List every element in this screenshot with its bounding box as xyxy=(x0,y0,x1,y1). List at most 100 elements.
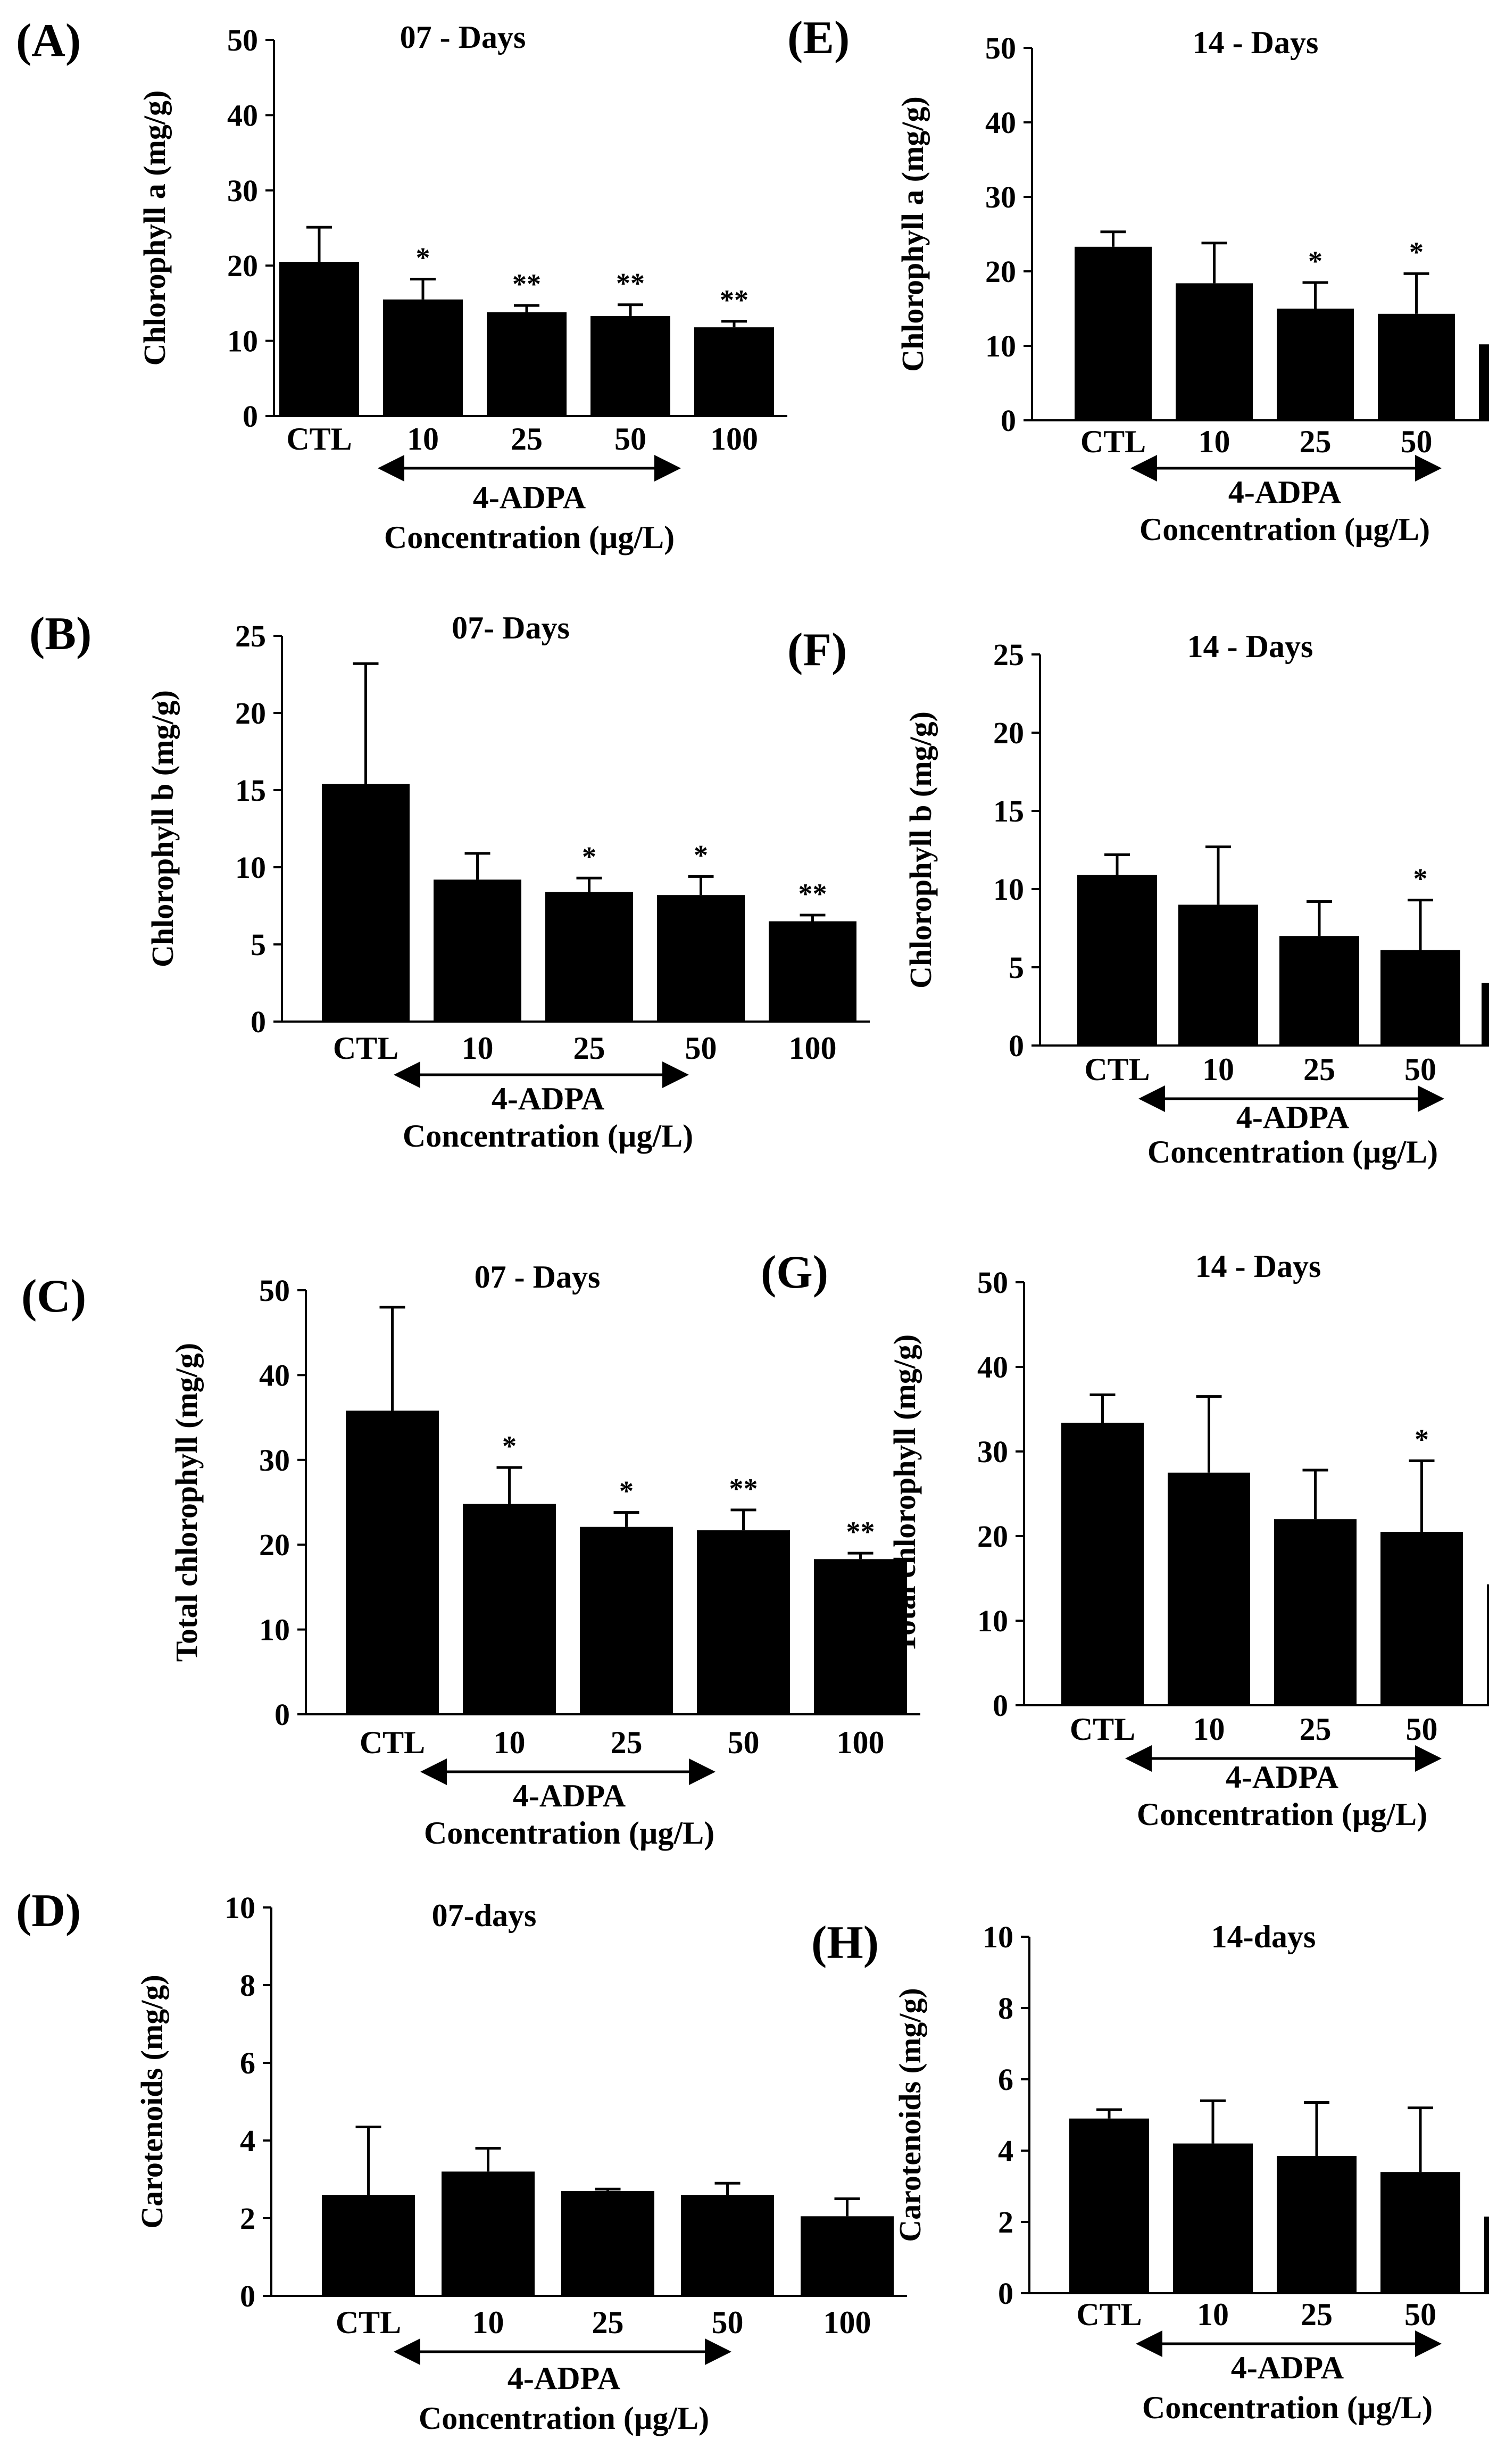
y-axis-label: Chlorophyll b (mg/g) xyxy=(903,711,938,989)
chart-panel-f: (F) 14 - Days 0 5 10 15 20 25 Chlorophyll b (mg/… xyxy=(787,624,1489,1169)
y-tick-label: 20 xyxy=(235,696,266,731)
x-tick-label: 10 xyxy=(494,1725,526,1760)
x-axis-label-compound: 4-ADPA xyxy=(1226,1760,1338,1795)
panel-label: (G) xyxy=(761,1247,828,1298)
bar-25 xyxy=(561,2191,654,2296)
y-tick-label: 40 xyxy=(977,1350,1008,1384)
y-axis-label: Total chlorophyll (mg/g) xyxy=(887,1334,922,1653)
x-axis-label-compound: 4-ADPA xyxy=(473,480,586,515)
x-tick-label: 50 xyxy=(712,2305,744,2340)
x-axis-label-compound: 4-ADPA xyxy=(513,1778,626,1813)
x-tick-label: 10 xyxy=(1199,424,1230,459)
significance-marker: ** xyxy=(616,268,645,300)
x-axis-label-concentration: Concentration (µg/L) xyxy=(1147,1134,1438,1169)
y-tick-label: 30 xyxy=(985,180,1016,214)
y-tick-label: 0 xyxy=(274,1697,290,1732)
chart-title: 14 - Days xyxy=(1193,25,1319,60)
y-tick-label: 50 xyxy=(227,23,258,57)
x-tick-label: 25 xyxy=(611,1725,643,1760)
x-axis-label-concentration: Concentration (µg/L) xyxy=(384,520,675,555)
x-tick-label: CTL xyxy=(1080,424,1146,459)
y-tick-label: 20 xyxy=(977,1519,1008,1554)
panel-label: (D) xyxy=(16,1885,81,1937)
bar-50 xyxy=(681,2195,774,2296)
x-axis-label-compound: 4-ADPA xyxy=(492,1081,604,1116)
y-tick-label: 50 xyxy=(259,1273,290,1308)
x-axis-label-concentration: Concentration (µg/L) xyxy=(419,2401,709,2436)
significance-marker: * xyxy=(1308,245,1322,277)
y-tick-label: 4 xyxy=(240,2123,255,2158)
bar-25 xyxy=(580,1526,673,1714)
y-tick-label: 30 xyxy=(977,1434,1008,1469)
bar-ctl xyxy=(322,784,410,1022)
significance-marker: * xyxy=(502,1430,517,1462)
x-tick-label: 100 xyxy=(789,1031,837,1066)
y-tick-label: 5 xyxy=(251,927,266,962)
bar-100 xyxy=(1479,344,1489,420)
x-tick-label: 25 xyxy=(511,421,543,457)
chart-title: 07-days xyxy=(432,1898,537,1933)
bar-10 xyxy=(1176,283,1253,420)
chart-panel-h: (H) 14-days 0 2 4 6 8 10 Carotenoids (mg/g) CTL 10… xyxy=(811,1917,1489,2425)
x-tick-label: CTL xyxy=(360,1725,425,1760)
bar-10 xyxy=(463,1504,556,1714)
x-tick-label: 25 xyxy=(573,1031,605,1066)
bar-50 xyxy=(697,1530,790,1714)
significance-marker: * xyxy=(619,1475,634,1507)
y-tick-label: 30 xyxy=(227,173,258,208)
bar-100 xyxy=(1484,2216,1489,2293)
x-tick-label: 10 xyxy=(472,2305,504,2340)
x-axis-label-concentration: Concentration (µg/L) xyxy=(1137,1797,1427,1832)
y-tick-label: 10 xyxy=(227,324,258,359)
bar-10 xyxy=(442,2171,535,2296)
significance-marker: * xyxy=(694,839,708,871)
bar-100 xyxy=(1487,1584,1489,1705)
y-tick-label: 50 xyxy=(977,1265,1008,1300)
chart-title: 07 - Days xyxy=(400,20,526,55)
x-tick-label: 10 xyxy=(1197,2297,1229,2332)
bar-ctl xyxy=(279,262,359,416)
y-tick-label: 10 xyxy=(985,329,1016,363)
bar-ctl xyxy=(322,2195,415,2296)
bar-10 xyxy=(1173,2143,1253,2293)
y-tick-label: 10 xyxy=(235,850,266,885)
panel-label: (A) xyxy=(16,15,81,67)
y-tick-label: 40 xyxy=(227,98,258,132)
bar-10 xyxy=(1168,1472,1250,1705)
x-axis-label-compound: 4-ADPA xyxy=(1231,2350,1344,2385)
x-tick-label: CTL xyxy=(1076,2297,1142,2332)
y-tick-label: 0 xyxy=(1009,1028,1024,1063)
y-tick-label: 10 xyxy=(993,872,1024,907)
x-tick-label: 25 xyxy=(1300,424,1332,459)
significance-marker: ** xyxy=(720,284,748,316)
bar-25 xyxy=(1277,309,1354,420)
y-tick-label: 40 xyxy=(985,105,1016,140)
y-axis-label: Carotenoids (mg/g) xyxy=(893,1988,927,2242)
y-tick-label: 4 xyxy=(998,2134,1013,2168)
panel-label: (H) xyxy=(811,1917,879,1969)
bar-ctl xyxy=(346,1411,439,1714)
significance-marker: * xyxy=(1413,863,1428,895)
y-tick-label: 15 xyxy=(993,794,1024,828)
y-tick-label: 6 xyxy=(240,2046,255,2080)
x-tick-label: 25 xyxy=(1303,1052,1335,1087)
bar-50 xyxy=(1380,950,1460,1046)
bar-100 xyxy=(801,2216,894,2296)
x-tick-label: 50 xyxy=(728,1725,760,1760)
y-tick-label: 20 xyxy=(259,1528,290,1562)
bar-100 xyxy=(694,327,774,416)
bar-100 xyxy=(814,1559,907,1714)
x-tick-label: 10 xyxy=(1193,1712,1225,1747)
x-tick-label: 10 xyxy=(407,421,439,457)
bar-25 xyxy=(1279,936,1359,1046)
x-tick-label: CTL xyxy=(336,2305,401,2340)
panel-label: (F) xyxy=(787,624,847,676)
bar-ctl xyxy=(1069,2118,1149,2293)
bar-25 xyxy=(545,892,633,1022)
y-tick-label: 0 xyxy=(243,399,258,434)
x-axis-label-compound: 4-ADPA xyxy=(508,2361,620,2396)
y-tick-label: 5 xyxy=(1009,950,1024,985)
bar-50 xyxy=(657,895,745,1022)
y-tick-label: 2 xyxy=(240,2201,255,2236)
